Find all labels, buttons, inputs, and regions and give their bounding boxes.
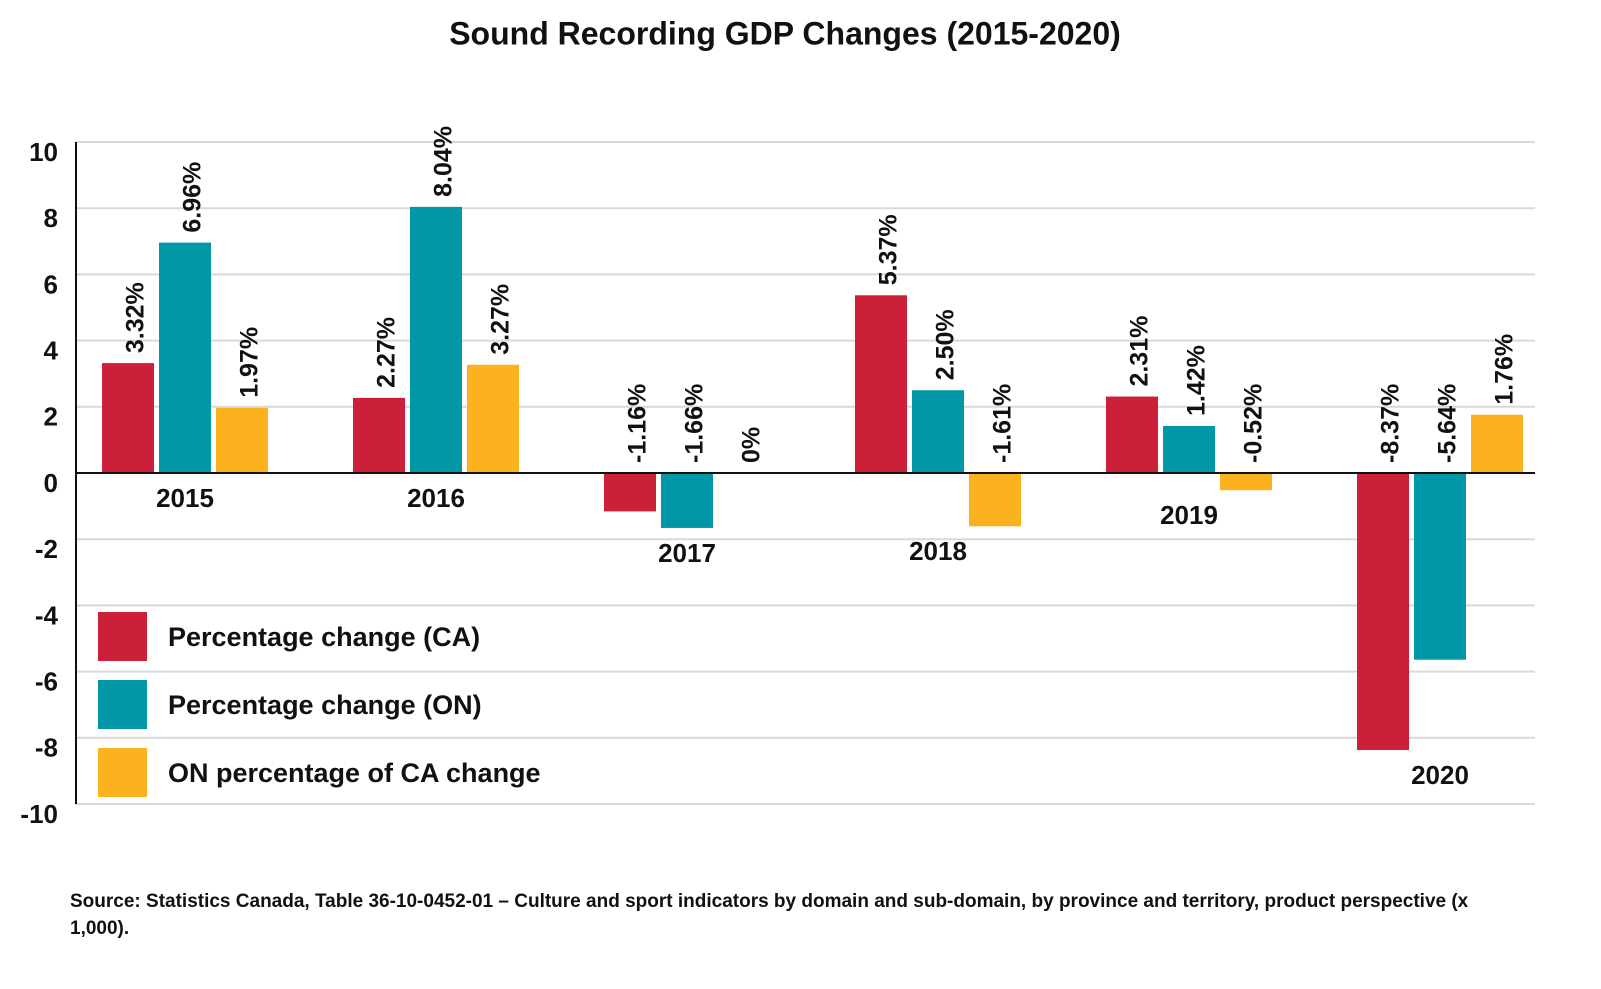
value-label: 1.76% (1491, 334, 1519, 405)
value-label: 3.32% (122, 282, 150, 353)
bar (1106, 396, 1158, 473)
value-label: 2.27% (373, 317, 401, 388)
value-label: 3.27% (487, 284, 515, 355)
bar (969, 473, 1021, 527)
bar (102, 363, 154, 473)
bar (1357, 473, 1409, 751)
y-tick-label: 4 (44, 335, 59, 365)
y-tick-label: -4 (35, 600, 59, 630)
bar (1414, 473, 1466, 660)
legend-label: Percentage change (CA) (168, 622, 480, 652)
x-tick-label: 2016 (407, 483, 465, 513)
bar (1471, 414, 1523, 473)
chart-title: Sound Recording GDP Changes (2015-2020) (449, 15, 1121, 51)
value-label: 2.50% (932, 309, 960, 380)
source-note: Source: Statistics Canada, Table 36-10-0… (70, 891, 1469, 939)
value-label: -1.61% (989, 384, 1017, 463)
value-label: 0% (738, 427, 766, 463)
value-label: 1.97% (236, 327, 264, 398)
legend-swatch (98, 748, 147, 797)
value-label: 6.96% (179, 162, 207, 233)
value-label: 1.42% (1183, 345, 1211, 416)
bar (353, 397, 405, 473)
bar (604, 473, 656, 512)
bar (1163, 425, 1215, 473)
value-label: -0.52% (1240, 384, 1268, 463)
bar (410, 206, 462, 473)
legend-label: ON percentage of CA change (168, 758, 541, 788)
y-tick-label: 10 (29, 137, 58, 167)
value-label: -5.64% (1434, 384, 1462, 463)
y-tick-label: -8 (35, 733, 58, 763)
bar (467, 364, 519, 473)
bar (855, 295, 907, 473)
y-tick-label: -6 (35, 666, 58, 696)
x-tick-label: 2018 (909, 536, 967, 566)
x-tick-label: 2020 (1411, 760, 1469, 790)
bar (1220, 473, 1272, 491)
legend-swatch (98, 680, 147, 729)
x-tick-label: 2019 (1160, 500, 1218, 530)
bar (159, 242, 211, 473)
y-tick-label: -10 (20, 799, 58, 829)
value-label: 8.04% (430, 126, 458, 197)
y-tick-label: 0 (44, 468, 58, 498)
value-label: -8.37% (1377, 384, 1405, 463)
legend-swatch (98, 612, 147, 661)
x-tick-label: 2015 (156, 483, 214, 513)
bar (661, 473, 713, 528)
y-tick-label: -2 (35, 534, 58, 564)
value-label: 2.31% (1126, 316, 1154, 387)
value-label: 5.37% (875, 214, 903, 285)
y-tick-label: 2 (44, 402, 58, 432)
y-tick-label: 8 (44, 203, 58, 233)
bar (216, 407, 268, 473)
legend-label: Percentage change (ON) (168, 690, 482, 720)
bar (912, 390, 964, 473)
value-label: -1.16% (624, 384, 652, 463)
value-label: -1.66% (681, 384, 709, 463)
y-tick-label: 6 (44, 269, 58, 299)
x-tick-label: 2017 (658, 538, 716, 568)
